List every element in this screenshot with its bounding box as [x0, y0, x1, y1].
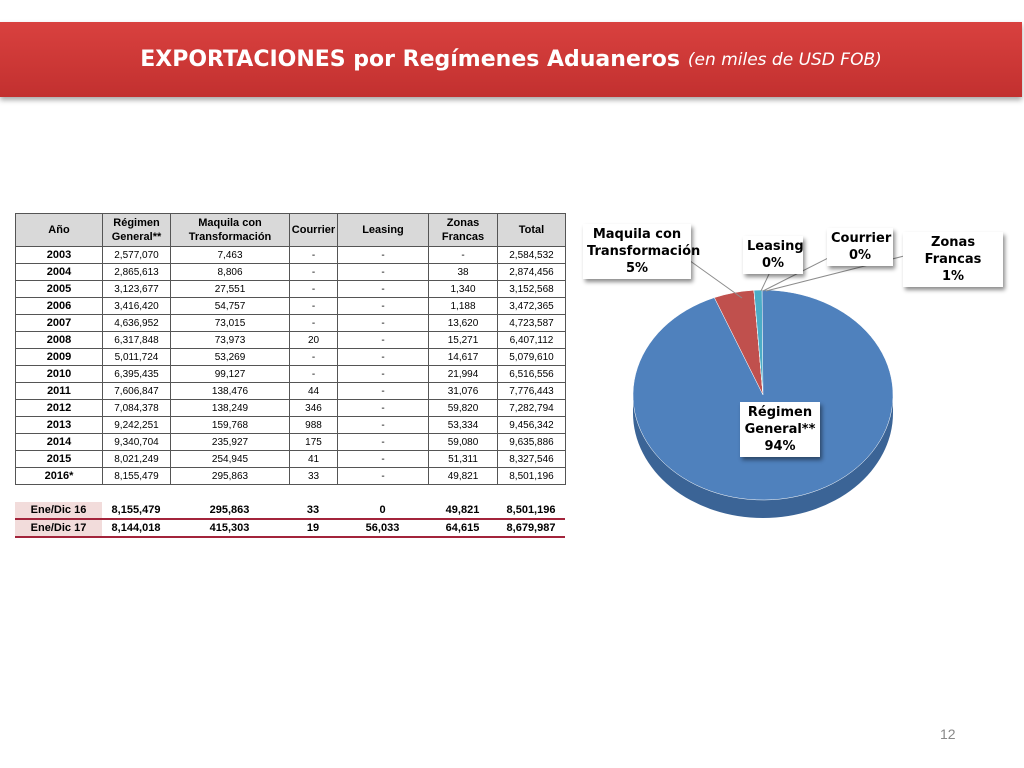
- header-cell: Maquila con Transformación: [170, 213, 290, 247]
- table-row: 2012 7,084,378 138,249 346-59,820 7,282,794: [15, 399, 566, 417]
- subtitle: (en miles de USD FOB): [687, 49, 882, 70]
- table-row: 2016* 8,155,479 295,863 33-49,821 8,501,196: [15, 467, 566, 485]
- summary-cell: Ene/Dic 16: [15, 502, 102, 520]
- summary-cell: 49,821: [428, 502, 497, 520]
- pie-label: Maquila con Transformación 5%: [583, 224, 701, 279]
- summary-cell: 56,033: [337, 519, 428, 538]
- header-row: Año Régimen General** Maquila con Transfor…: [15, 213, 566, 247]
- leader-line: [760, 271, 771, 292]
- summary-table: Ene/Dic 16 8,155,479 295,863 33 0 49,821 8,501…: [15, 502, 565, 538]
- table-cell: 6,407,112: [497, 331, 566, 349]
- summary-cell: 8,155,479: [102, 502, 170, 520]
- title-banner: EXPORTACIONES por Regímenes Aduaneros (e…: [0, 22, 1022, 97]
- pie-label: Régimen General** 94%: [740, 402, 820, 457]
- header-cell: Total: [497, 213, 566, 247]
- table-row: 2015 8,021,249 254,945 41-51,311 8,327,546: [15, 450, 566, 468]
- summary-cell: 8,679,987: [497, 519, 565, 538]
- table-cell: 49,821: [428, 467, 498, 485]
- pie-label-name: Courrier: [831, 231, 892, 246]
- table-cell: 8,501,196: [497, 467, 566, 485]
- pie-label-value: 94%: [764, 439, 796, 454]
- table-row: 2003 2,577,070 7,463- - -2,584,532: [15, 246, 566, 264]
- pie-label-value: 1%: [941, 269, 965, 284]
- summary-cell: Ene/Dic 17: [15, 519, 102, 538]
- table-row: 2005 3,123,677 27,551- -1,340 3,152,568: [15, 280, 566, 298]
- pie-label-name: Leasing: [747, 239, 804, 254]
- summary-cell: 19: [289, 519, 337, 538]
- table-cell: 2016*: [15, 467, 103, 485]
- pie-slice: [632, 289, 894, 501]
- pie-label-value: 5%: [625, 261, 649, 276]
- table-row: 2006 3,416,420 54,757- -1,188 3,472,365: [15, 297, 566, 315]
- pie-label: Zonas Francas 1%: [903, 232, 1003, 287]
- table-cell: -: [337, 467, 429, 485]
- table-row: 2007 4,636,952 73,015- -13,620 4,723,587: [15, 314, 566, 332]
- summary-row: Ene/Dic 16 8,155,479 295,863 33 0 49,821 8,501…: [15, 502, 565, 520]
- pie-label-value: 0%: [761, 256, 785, 271]
- table-row: 2011 7,606,847 138,476 44-31,076 7,776,443: [15, 382, 566, 400]
- title: EXPORTACIONES por Regímenes Aduaneros: [140, 47, 680, 72]
- header-cell: Régimen General**: [102, 213, 171, 247]
- summary-cell: 0: [337, 502, 428, 520]
- table-row: 2013 9,242,251 159,768 988-53,334 9,456,342: [15, 416, 566, 434]
- pie-label-name: Maquila con Transformación: [587, 227, 701, 259]
- pie-label: Courrier 0%: [827, 228, 893, 266]
- table-row: 2008 6,317,848 73,973 20-15,271 6,407,112: [15, 331, 566, 349]
- pie-label-name: Zonas Francas: [924, 235, 982, 267]
- summary-cell: 415,303: [170, 519, 289, 538]
- leader-line: [685, 257, 743, 299]
- summary-cell: 8,501,196: [497, 502, 565, 520]
- page-number: 12: [940, 726, 956, 742]
- data-table: Año Régimen General** Maquila con Transfor…: [15, 213, 566, 485]
- pie-label-value: 0%: [848, 248, 872, 263]
- table-cell: 33: [289, 467, 338, 485]
- summary-cell: 295,863: [170, 502, 289, 520]
- header-cell: Zonas Francas: [428, 213, 498, 247]
- summary-cell: 64,615: [428, 519, 497, 538]
- summary-cell: 33: [289, 502, 337, 520]
- summary-cell: 8,144,018: [102, 519, 170, 538]
- pie-label: Leasing 0%: [743, 236, 804, 274]
- header-cell: Courrier: [289, 213, 338, 247]
- summary-row: Ene/Dic 17 8,144,018 415,303 19 56,033 64,615…: [15, 519, 565, 538]
- pie-label-name: Régimen General**: [744, 405, 816, 437]
